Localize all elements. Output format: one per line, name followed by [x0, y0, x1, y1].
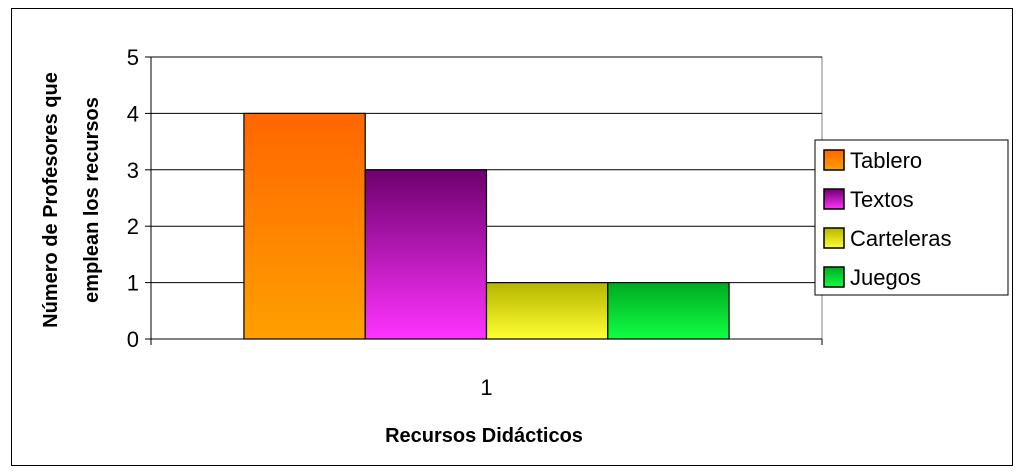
legend-box [814, 139, 1009, 296]
y-tick-label: 3 [127, 158, 139, 183]
legend: Tablero Textos Carteleras Juegos [814, 139, 1009, 296]
x-tick-label: 1 [480, 375, 492, 400]
bar-tablero [243, 112, 366, 340]
y-tick-label: 1 [127, 271, 139, 296]
y-tick-label: 0 [127, 327, 139, 352]
x-axis-title: Recursos Didácticos [385, 425, 583, 447]
bar-juegos [607, 282, 730, 340]
legend-swatch-tablero [823, 149, 845, 171]
bar-carteleras [485, 282, 609, 340]
axes [145, 56, 823, 345]
y-tick-label: 4 [127, 101, 139, 126]
legend-label-textos: Textos [850, 187, 914, 212]
legend-label-juegos: Juegos [850, 265, 921, 290]
legend-swatch-carteleras [823, 227, 845, 249]
bars [243, 112, 730, 340]
legend-swatch-juegos [823, 266, 845, 288]
x-tick-labels: 1 [480, 375, 492, 400]
y-tick-label: 5 [127, 45, 139, 70]
y-axis-title-line-1: Número de Profesores que [40, 72, 62, 328]
legend-label-carteleras: Carteleras [850, 226, 951, 251]
y-tick-label: 2 [127, 214, 139, 239]
bar-textos [364, 169, 488, 340]
y-tick-labels: 0 1 2 3 4 5 [127, 45, 139, 352]
y-axis-title-line-2: emplean los recursos [81, 97, 103, 303]
legend-label-tablero: Tablero [850, 148, 922, 173]
legend-swatch-textos [823, 188, 845, 210]
